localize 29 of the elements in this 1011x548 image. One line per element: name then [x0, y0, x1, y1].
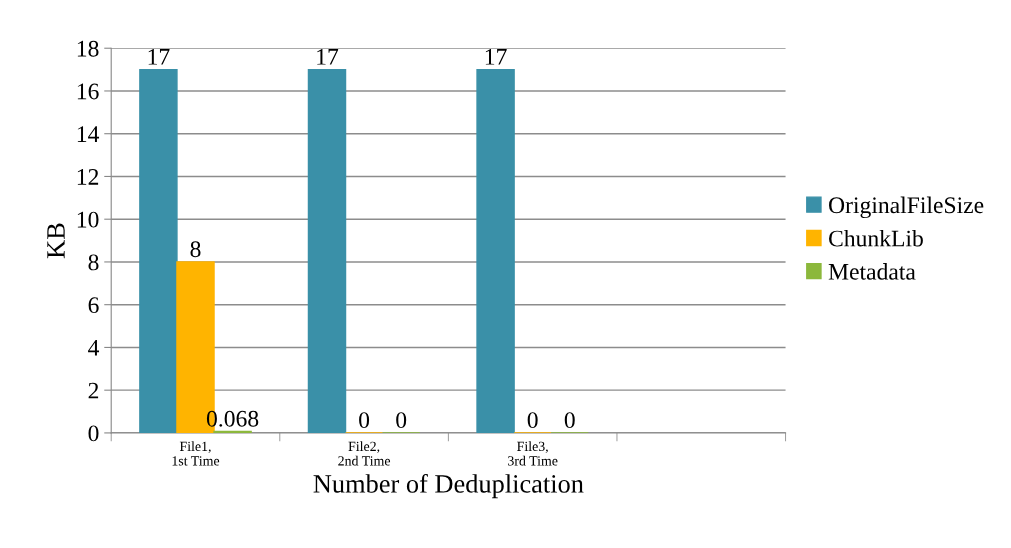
x-axis-title: Number of Deduplication	[313, 473, 584, 499]
y-tick-label: 12	[77, 169, 99, 185]
data-label: 0	[396, 412, 407, 429]
legend-label: OriginalFileSize	[829, 196, 984, 219]
x-tick-label: File3, 3rd Time	[508, 441, 558, 466]
legend-label: Metadata	[828, 263, 916, 280]
y-tick-label: 10	[77, 211, 99, 228]
bar	[139, 68, 178, 433]
y-tick-label: 16	[77, 83, 99, 100]
legend-label: ChunkLib	[829, 229, 923, 247]
data-label: 0	[564, 412, 575, 429]
x-tick-label: File2, 2nd Time	[338, 441, 391, 466]
data-label: 0	[527, 412, 538, 429]
data-label: 0	[359, 412, 370, 429]
y-tick-label: 18	[77, 40, 99, 57]
y-tick-label: 0	[88, 425, 99, 442]
data-label: 17	[485, 48, 507, 65]
data-label: 17	[148, 48, 170, 65]
bar	[476, 68, 515, 433]
bar	[307, 68, 347, 433]
y-tick-label: 14	[77, 126, 100, 142]
data-label: 8	[190, 241, 201, 258]
y-tick-label: 4	[88, 340, 100, 356]
x-tick-label: File1, 1st Time	[172, 441, 220, 466]
y-tick-label: 8	[88, 254, 99, 271]
data-label: 17	[317, 48, 339, 65]
y-tick-label: 2	[88, 382, 99, 399]
y-tick-label: 6	[88, 297, 99, 314]
y-axis-title: KB	[47, 223, 65, 259]
